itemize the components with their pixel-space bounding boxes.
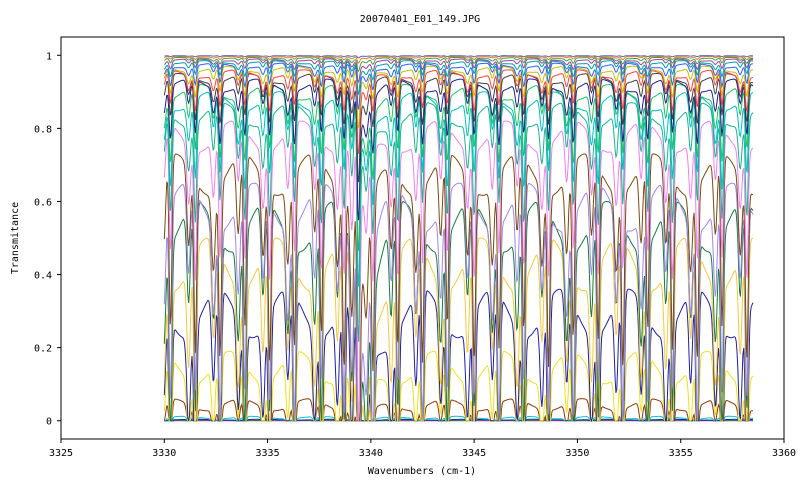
spectrum-series-line: [163, 65, 754, 128]
x-axis-label: Wavenumbers (cm-1): [368, 466, 476, 477]
spectrum-series-line: [164, 57, 753, 73]
spectrum-series-line: [163, 69, 754, 154]
spectrum-series-line: [163, 237, 754, 422]
x-tick-label: 3330: [152, 448, 176, 459]
plot-area-frame: [60, 36, 785, 440]
y-tick-label: 0: [46, 417, 52, 428]
spectrum-series-line: [163, 350, 754, 422]
spectrum-series-line: [163, 83, 754, 252]
spectrum-series-line: [163, 201, 754, 422]
x-tick-label: 3325: [49, 448, 73, 459]
y-axis-ticks: 0 0.2 0.4 0.6 0.8 1: [34, 51, 61, 428]
spectrum-series-line: [163, 153, 754, 422]
x-tick-label: 3345: [462, 448, 486, 459]
x-axis-ticks: 3325 3330 3335 3340 3345 3350 3355 3360: [49, 439, 796, 459]
x-tick-label: 3340: [359, 448, 383, 459]
y-tick-label: 0.2: [34, 344, 52, 355]
y-tick-label: 0.6: [34, 197, 52, 208]
spectrum-series-line: [164, 55, 753, 64]
spectrum-series-line: [164, 55, 753, 59]
spectrum-series-line: [163, 182, 754, 423]
spectrum-series-line: [163, 78, 754, 221]
x-tick-label: 3335: [256, 448, 280, 459]
spectrum-series-line: [163, 62, 754, 110]
spectrum-series-line: [163, 58, 754, 84]
x-tick-label: 3350: [565, 448, 589, 459]
y-tick-label: 0.8: [34, 124, 52, 135]
spectrum-series-line: [163, 91, 754, 287]
y-axis-label: Transmitance: [10, 202, 21, 274]
spectrum-series-line: [163, 120, 754, 422]
y-tick-label: 1: [46, 51, 52, 62]
series-layer: [163, 55, 754, 423]
x-tick-label: 3355: [669, 448, 693, 459]
spectrum-series-line: [163, 102, 754, 342]
spectrum-series-line: [163, 288, 754, 423]
x-tick-label: 3360: [772, 448, 796, 459]
spectrum-series-line: [163, 60, 753, 96]
chart-title: 20070401_E01_149.JPG: [360, 14, 480, 25]
y-tick-label: 0.4: [34, 271, 52, 282]
